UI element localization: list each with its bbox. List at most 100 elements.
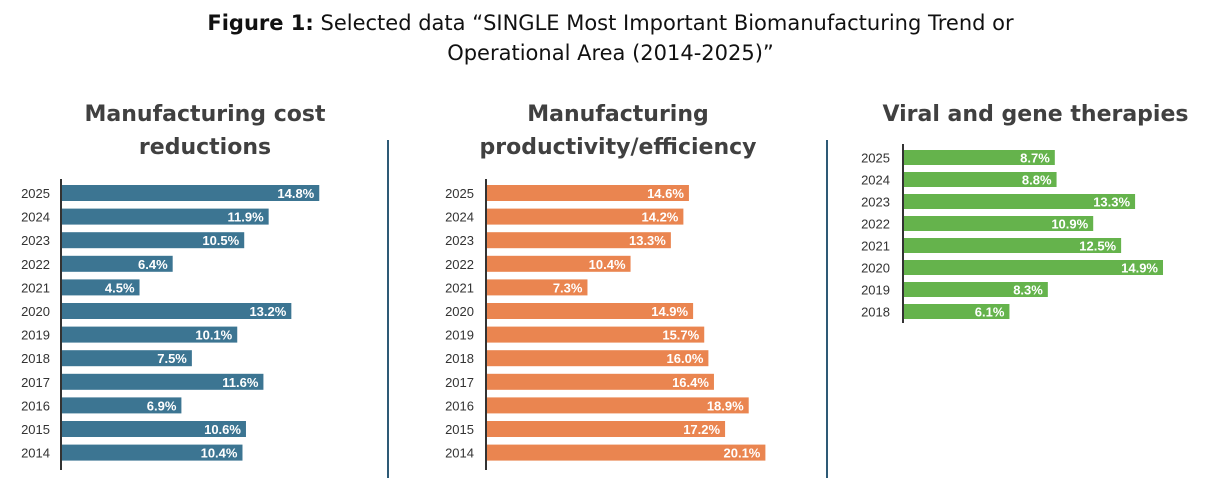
bar-productivity-2015 <box>486 421 726 437</box>
y-tick-viral-2023: 2023 <box>861 195 890 210</box>
bar-viral-2021 <box>903 238 1122 253</box>
data-label-productivity-2017: 16.4% <box>672 375 709 390</box>
y-tick-cost-2020: 2020 <box>21 304 50 319</box>
y-tick-cost-2015: 2015 <box>21 422 50 437</box>
bar-cost-2020 <box>61 303 292 319</box>
y-tick-cost-2017: 2017 <box>21 375 50 390</box>
data-label-viral-2023: 13.3% <box>1093 195 1130 210</box>
bar-cost-2022 <box>61 255 173 272</box>
bar-viral-2019 <box>903 282 1048 297</box>
bar-productivity-2025 <box>486 185 689 201</box>
data-label-cost-2018: 7.5% <box>157 351 187 366</box>
bar-cost-2023 <box>61 232 245 249</box>
data-label-cost-2022: 6.4% <box>138 257 168 272</box>
y-tick-productivity-2022: 2022 <box>445 257 474 272</box>
y-tick-cost-2018: 2018 <box>21 351 50 366</box>
data-label-cost-2016: 6.9% <box>147 398 177 413</box>
y-tick-productivity-2015: 2015 <box>445 422 474 437</box>
y-tick-viral-2020: 2020 <box>861 261 890 276</box>
data-label-cost-2020: 13.2% <box>249 304 286 319</box>
y-tick-productivity-2025: 2025 <box>445 186 474 201</box>
data-label-productivity-2023: 13.3% <box>629 233 666 248</box>
bar-cost-2021 <box>61 279 140 296</box>
y-tick-productivity-2019: 2019 <box>445 328 474 343</box>
y-tick-productivity-2016: 2016 <box>445 398 474 413</box>
figure-title-line1: Selected data “SINGLE Most Important Bio… <box>313 11 1014 35</box>
data-label-productivity-2014: 20.1% <box>724 446 761 461</box>
bar-cost-2017 <box>61 373 264 390</box>
panel-title-viral-line1: Viral and gene therapies <box>882 102 1189 127</box>
y-tick-viral-2024: 2024 <box>861 173 890 188</box>
data-label-viral-2019: 8.3% <box>1013 283 1043 298</box>
bar-cost-2015 <box>61 421 246 437</box>
y-tick-cost-2019: 2019 <box>21 328 50 343</box>
data-label-viral-2022: 10.9% <box>1051 217 1088 232</box>
data-label-productivity-2024: 14.2% <box>642 210 679 225</box>
y-tick-productivity-2021: 2021 <box>445 280 474 295</box>
data-label-productivity-2022: 10.4% <box>589 257 626 272</box>
y-tick-cost-2016: 2016 <box>21 398 50 413</box>
panel-title-cost: Manufacturing cost reductions <box>40 98 370 164</box>
bar-viral-2023 <box>903 194 1136 209</box>
bar-productivity-2023 <box>486 232 671 249</box>
figure-title-line2: Operational Area (2014-2025)” <box>447 41 774 65</box>
data-label-cost-2015: 10.6% <box>204 422 241 437</box>
bar-cost-2019 <box>61 326 238 343</box>
bar-productivity-2018 <box>486 350 709 367</box>
data-label-productivity-2015: 17.2% <box>683 422 720 437</box>
data-label-productivity-2016: 18.9% <box>707 398 744 413</box>
data-label-cost-2014: 10.4% <box>201 446 238 461</box>
data-label-productivity-2018: 16.0% <box>667 351 704 366</box>
y-tick-cost-2023: 2023 <box>21 233 50 248</box>
y-tick-cost-2022: 2022 <box>21 257 50 272</box>
y-tick-productivity-2018: 2018 <box>445 351 474 366</box>
data-label-productivity-2021: 7.3% <box>553 280 583 295</box>
panel-title-cost-line1: Manufacturing cost <box>84 102 326 127</box>
bar-productivity-2024 <box>486 208 684 225</box>
data-label-viral-2020: 14.9% <box>1121 261 1158 276</box>
bar-productivity-2016 <box>486 397 749 414</box>
y-tick-cost-2014: 2014 <box>21 446 50 461</box>
bar-productivity-2021 <box>486 279 588 296</box>
data-label-cost-2017: 11.6% <box>222 375 259 390</box>
y-tick-viral-2022: 2022 <box>861 217 890 232</box>
bar-cost-2025 <box>61 185 320 201</box>
data-label-viral-2024: 8.8% <box>1022 173 1052 188</box>
data-label-viral-2025: 8.7% <box>1020 151 1050 166</box>
y-tick-viral-2025: 2025 <box>861 151 890 166</box>
panel-title-cost-line2: reductions <box>138 135 272 160</box>
y-tick-productivity-2017: 2017 <box>445 375 474 390</box>
bar-viral-2020 <box>903 260 1164 275</box>
bar-cost-2016 <box>61 397 182 414</box>
panel-title-productivity-line1: Manufacturing <box>527 102 709 127</box>
figure-title: Figure 1: Selected data “SINGLE Most Imp… <box>0 8 1221 68</box>
panel-title-productivity: Manufacturing productivity/efficiency <box>428 98 808 164</box>
y-tick-productivity-2024: 2024 <box>445 210 474 225</box>
bar-productivity-2017 <box>486 373 714 390</box>
data-label-viral-2021: 12.5% <box>1079 239 1116 254</box>
bar-viral-2022 <box>903 216 1094 231</box>
data-label-productivity-2019: 15.7% <box>662 328 699 343</box>
bar-viral-2024 <box>903 172 1057 187</box>
bar-viral-2025 <box>903 150 1055 165</box>
bar-productivity-2020 <box>486 303 694 319</box>
bar-productivity-2019 <box>486 326 705 343</box>
bar-cost-2018 <box>61 350 192 367</box>
y-tick-viral-2019: 2019 <box>861 283 890 298</box>
y-tick-cost-2021: 2021 <box>21 280 50 295</box>
y-tick-viral-2021: 2021 <box>861 239 890 254</box>
figure-title-bold: Figure 1: <box>207 11 314 35</box>
panel-title-productivity-line2: productivity/efficiency <box>479 135 757 160</box>
y-tick-viral-2018: 2018 <box>861 305 890 320</box>
data-label-cost-2023: 10.5% <box>202 233 239 248</box>
y-tick-productivity-2020: 2020 <box>445 304 474 319</box>
y-tick-cost-2024: 2024 <box>21 210 50 225</box>
data-label-cost-2021: 4.5% <box>105 280 135 295</box>
y-tick-productivity-2014: 2014 <box>445 446 474 461</box>
bar-viral-2018 <box>903 304 1010 319</box>
data-label-cost-2024: 11.9% <box>227 210 264 225</box>
y-tick-cost-2025: 2025 <box>21 186 50 201</box>
bar-cost-2024 <box>61 208 269 225</box>
bar-productivity-2022 <box>486 255 631 272</box>
